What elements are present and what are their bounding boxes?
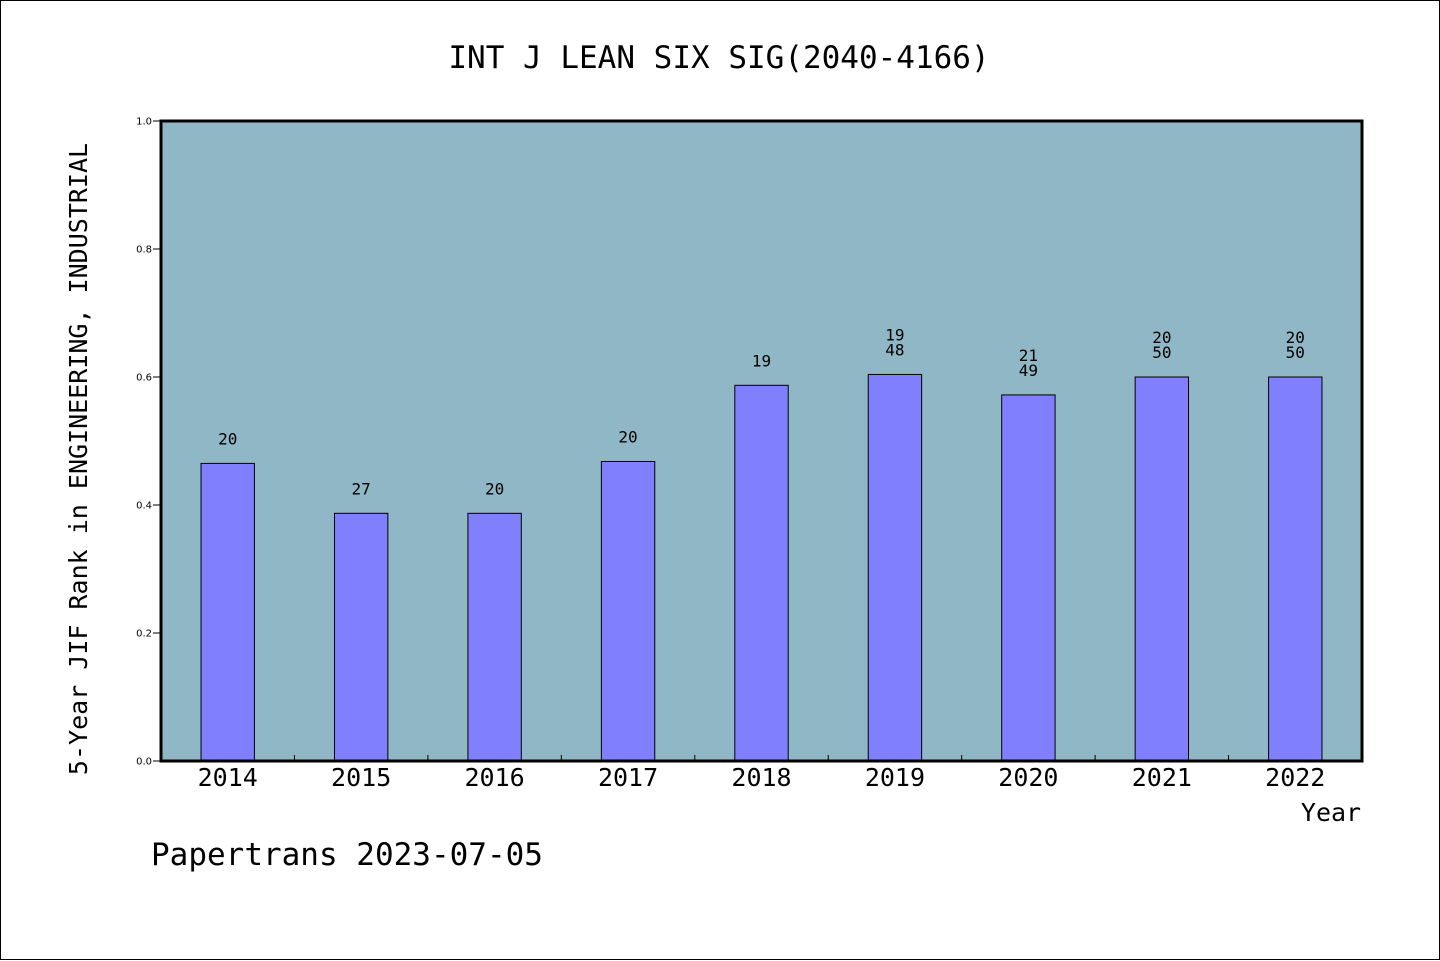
x-tick-label-2014: 2014 xyxy=(198,763,258,792)
y-axis-label: 5-Year JIF Rank in ENGINEERING, INDUSTRI… xyxy=(64,143,93,775)
data-label-2014-1: 20 xyxy=(218,429,237,448)
data-label-2015-1: 27 xyxy=(352,479,371,498)
data-label-2021-2: 50 xyxy=(1152,343,1171,362)
x-tick-label-2022: 2022 xyxy=(1265,763,1325,792)
data-label-2019-1: 19 xyxy=(885,325,904,344)
y-tick-label-0.0: 0.0 xyxy=(136,757,152,768)
data-label-2016-1: 20 xyxy=(485,479,504,498)
x-tick-label-2018: 2018 xyxy=(731,763,791,792)
data-label-2017-1: 20 xyxy=(618,427,637,446)
y-axis: 0.0 0.2 0.4 0.6 0.8 1.0 xyxy=(136,117,161,768)
x-axis: 2014 2015 2016 2017 2018 2019 2020 2021 2022 xyxy=(198,755,1325,792)
y-tick-label-0.6: 0.6 xyxy=(136,373,152,384)
x-tick-label-2016: 2016 xyxy=(465,763,525,792)
bar-2019 xyxy=(867,373,923,762)
bar-2018 xyxy=(734,384,789,762)
bar-2014 xyxy=(200,462,255,762)
bar-2022 xyxy=(1268,376,1323,762)
y-tick-label-0.4: 0.4 xyxy=(136,501,152,512)
y-tick-label-1.0: 1.0 xyxy=(136,117,152,128)
x-tick-label-2015: 2015 xyxy=(331,763,391,792)
data-label-2020-1: 21 xyxy=(1019,346,1038,365)
plot-border xyxy=(159,119,1364,763)
x-tick-label-2020: 2020 xyxy=(998,763,1058,792)
data-label-2020-2: 49 xyxy=(1019,361,1038,380)
bar-2020 xyxy=(1001,394,1056,762)
bar-2017 xyxy=(600,460,656,762)
data-label-2018-1: 19 xyxy=(752,351,771,370)
chart-title: INT J LEAN SIX SIG(2040-4166) xyxy=(448,40,989,76)
y-tick-label-0.2: 0.2 xyxy=(136,629,152,640)
data-label-2022-1: 20 xyxy=(1286,328,1305,347)
footer-credit: Papertrans 2023-07-05 xyxy=(151,837,543,873)
data-label-2021-1: 20 xyxy=(1152,328,1171,347)
y-tick-label-0.8: 0.8 xyxy=(136,245,152,256)
x-tick-label-2019: 2019 xyxy=(865,763,925,792)
bar-2016 xyxy=(467,512,522,762)
x-tick-label-2017: 2017 xyxy=(598,763,658,792)
data-label-2019-2: 48 xyxy=(885,340,904,359)
bars-group xyxy=(200,373,1323,762)
x-axis-label: Year xyxy=(1301,798,1361,827)
bar-2021 xyxy=(1134,376,1190,762)
bar-2015 xyxy=(333,512,389,762)
x-tick-label-2021: 2021 xyxy=(1132,763,1192,792)
data-label-2022-2: 50 xyxy=(1286,343,1305,362)
